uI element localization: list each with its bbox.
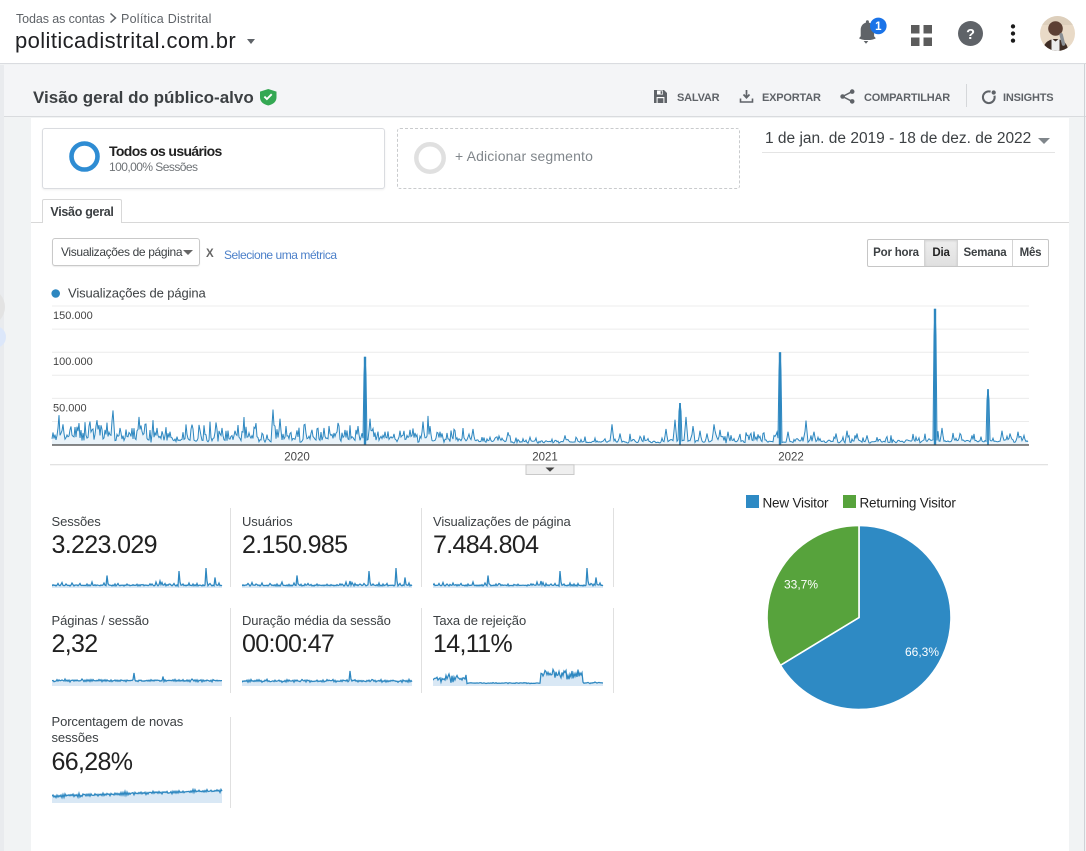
svg-text:33,7%: 33,7%: [784, 578, 818, 592]
svg-text:Visualizações de página: Visualizações de página: [68, 286, 207, 301]
svg-text:1: 1: [875, 21, 882, 33]
svg-text:2020: 2020: [284, 452, 310, 464]
svg-text:Returning Visitor: Returning Visitor: [860, 496, 957, 511]
svg-text:New Visitor: New Visitor: [763, 496, 830, 511]
svg-text:50.000: 50.000: [53, 402, 87, 414]
svg-text:100.000: 100.000: [53, 356, 93, 368]
svg-text:66,3%: 66,3%: [905, 645, 939, 659]
svg-text:150.000: 150.000: [53, 310, 93, 322]
svg-text:2021: 2021: [532, 452, 558, 464]
svg-text:2022: 2022: [778, 452, 804, 464]
svg-text:?: ?: [966, 27, 975, 43]
